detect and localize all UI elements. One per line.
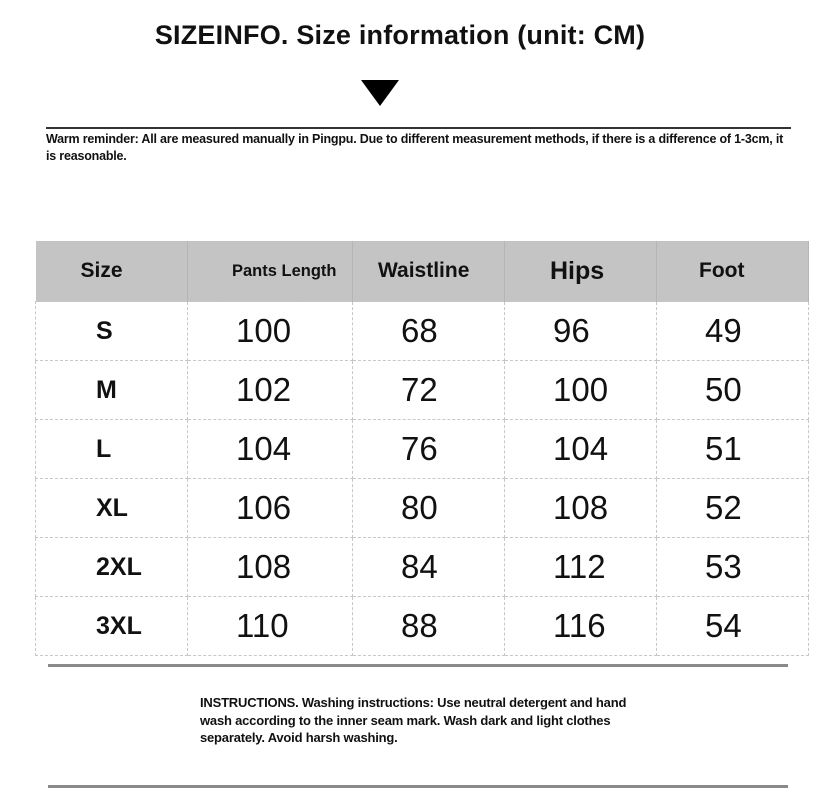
header-pants-length: Pants Length [187,241,353,302]
measurement-cell: 100 [187,301,353,361]
measurement-cell: 49 [656,301,809,361]
divider [46,127,791,129]
warm-reminder: Warm reminder: All are measured manually… [46,132,784,163]
measurement-cell: 108 [504,478,657,538]
table-row: L 104 76 104 51 [35,419,809,479]
divider [48,664,788,667]
measurement-cell: 51 [656,419,809,479]
measurement-cell: 53 [656,537,809,597]
table-header-row: Size Pants Length Waistline Hips Foot [35,241,809,302]
size-cell: M [35,360,188,420]
size-cell: XL [35,478,188,538]
size-cell: L [35,419,188,479]
measurement-cell: 52 [656,478,809,538]
table-row: S 100 68 96 49 [35,301,809,361]
header-waistline: Waistline [352,241,505,302]
table-row: XL 106 80 108 52 [35,478,809,538]
measurement-cell: 108 [187,537,353,597]
measurement-cell: 116 [504,596,657,656]
size-cell: S [35,301,188,361]
measurement-cell: 102 [187,360,353,420]
measurement-cell: 50 [656,360,809,420]
table-row: 2XL 108 84 112 53 [35,537,809,597]
size-cell: 2XL [35,537,188,597]
measurement-cell: 76 [352,419,505,479]
table-row: 3XL 110 88 116 54 [35,596,809,656]
measurement-cell: 80 [352,478,505,538]
measurement-cell: 72 [352,360,505,420]
header-foot: Foot [656,241,809,302]
measurement-cell: 106 [187,478,353,538]
header-size: Size [35,241,188,302]
header-hips: Hips [504,241,657,302]
measurement-cell: 104 [504,419,657,479]
measurement-cell: 96 [504,301,657,361]
measurement-cell: 88 [352,596,505,656]
washing-instructions: INSTRUCTIONS. Washing instructions: Use … [200,695,627,745]
measurement-cell: 100 [504,360,657,420]
down-triangle-icon [361,80,399,106]
measurement-cell: 84 [352,537,505,597]
measurement-cell: 110 [187,596,353,656]
page-title: SIZEINFO. Size information (unit: CM) [154,20,646,50]
size-cell: 3XL [35,596,188,656]
measurement-cell: 68 [352,301,505,361]
measurement-cell: 104 [187,419,353,479]
divider [48,785,788,788]
table-row: M 102 72 100 50 [35,360,809,420]
measurement-cell: 112 [504,537,657,597]
measurement-cell: 54 [656,596,809,656]
